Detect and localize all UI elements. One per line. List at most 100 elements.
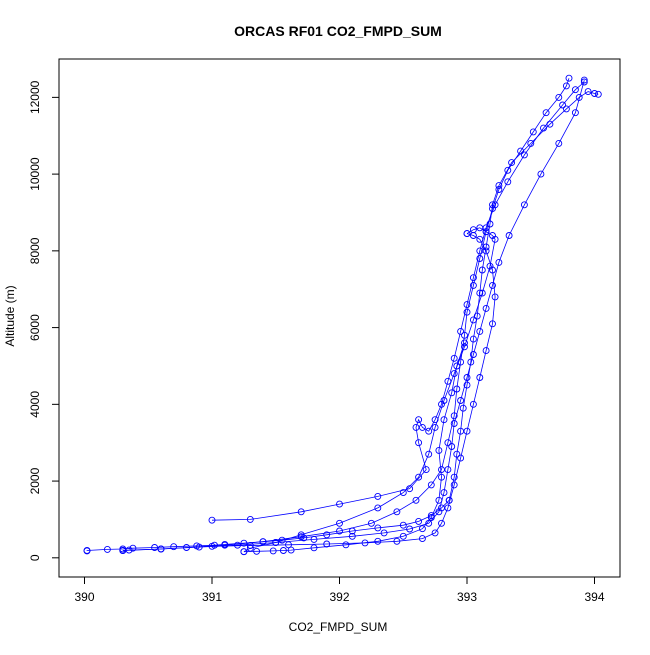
data-point	[469, 316, 477, 324]
x-tick-label: 390	[74, 590, 94, 604]
data-point	[565, 74, 573, 82]
data-point	[491, 201, 499, 209]
data-point	[463, 301, 471, 309]
data-point	[448, 443, 456, 450]
data-point	[103, 545, 111, 553]
data-point	[473, 312, 481, 320]
data-point	[559, 101, 567, 109]
data-point	[425, 450, 433, 458]
data-point	[399, 489, 407, 497]
axis-layer: 390 391 392 393 394 0 2000 4000 6000 8000 10000 120…	[28, 58, 621, 604]
data-point	[297, 531, 305, 539]
y-axis-label: Altitude (m)	[3, 285, 17, 346]
data-point	[297, 508, 305, 516]
data-point	[440, 397, 448, 404]
data-point	[469, 226, 477, 234]
data-point	[491, 293, 499, 301]
data-point	[453, 385, 461, 393]
data-point	[418, 535, 426, 543]
data-point	[504, 166, 512, 174]
data-point	[584, 88, 592, 96]
series-line	[122, 79, 585, 551]
data-point	[450, 354, 458, 362]
x-tick-label: 391	[202, 590, 222, 604]
data-point	[594, 90, 602, 98]
data-point	[412, 423, 420, 431]
data-point	[562, 105, 570, 113]
data-point	[495, 186, 503, 193]
data-point	[208, 542, 216, 550]
data-point	[380, 529, 388, 537]
data-point	[336, 527, 343, 535]
data-point	[489, 320, 496, 328]
data-point	[580, 78, 588, 86]
data-point	[269, 547, 277, 555]
data-point	[287, 546, 295, 554]
data-point	[348, 532, 356, 540]
data-point	[374, 492, 382, 500]
x-tick-label: 393	[457, 590, 477, 604]
data-point	[486, 220, 494, 228]
data-point	[520, 201, 528, 209]
data-point	[555, 139, 563, 147]
data-point	[478, 289, 486, 297]
data-point	[444, 504, 452, 512]
data-point	[367, 519, 375, 527]
data-point	[157, 545, 165, 553]
data-point	[393, 537, 401, 545]
data-point	[129, 544, 137, 552]
data-point	[571, 86, 579, 94]
data-point	[418, 525, 426, 533]
x-tick-label: 394	[584, 590, 604, 604]
data-point	[240, 548, 248, 556]
data-point	[457, 327, 465, 335]
data-point	[450, 420, 458, 427]
data-point	[482, 347, 490, 355]
data-point	[459, 404, 467, 412]
data-point	[450, 473, 458, 481]
data-point	[431, 529, 439, 537]
data-point	[453, 450, 461, 458]
data-point	[469, 335, 477, 343]
data-point	[476, 374, 484, 381]
data-point	[450, 412, 458, 420]
data-point	[440, 416, 448, 424]
data-point	[415, 416, 423, 424]
data-series-2	[445, 88, 602, 504]
data-point	[457, 454, 465, 462]
data-series-5	[208, 78, 588, 524]
data-point	[476, 327, 484, 335]
data-point	[438, 519, 445, 527]
data-point	[469, 274, 477, 282]
data-point	[427, 512, 435, 520]
series-line	[122, 78, 570, 551]
data-point	[336, 519, 343, 527]
data-point	[278, 536, 286, 544]
data-point	[310, 535, 318, 543]
data-point	[440, 489, 448, 497]
data-point	[505, 232, 513, 239]
data-series-7	[240, 224, 499, 556]
data-point	[508, 159, 516, 167]
data-point	[457, 358, 465, 366]
series-line	[243, 227, 496, 553]
data-point	[448, 389, 456, 397]
data-point	[469, 351, 477, 358]
y-tick-label: 4000	[28, 391, 42, 418]
data-point	[415, 473, 423, 481]
y-tick-label: 0	[28, 554, 42, 561]
data-point	[435, 496, 443, 504]
data-point	[482, 228, 490, 236]
data-point	[435, 508, 443, 516]
data-point	[571, 109, 579, 117]
data-point	[393, 508, 401, 516]
data-point	[457, 397, 465, 404]
y-tick-label: 2000	[28, 467, 42, 494]
data-point	[297, 533, 305, 541]
data-point	[336, 500, 343, 508]
data-point	[431, 416, 439, 424]
data-point	[461, 331, 468, 339]
data-series-4	[119, 76, 588, 554]
data-point	[463, 381, 471, 389]
